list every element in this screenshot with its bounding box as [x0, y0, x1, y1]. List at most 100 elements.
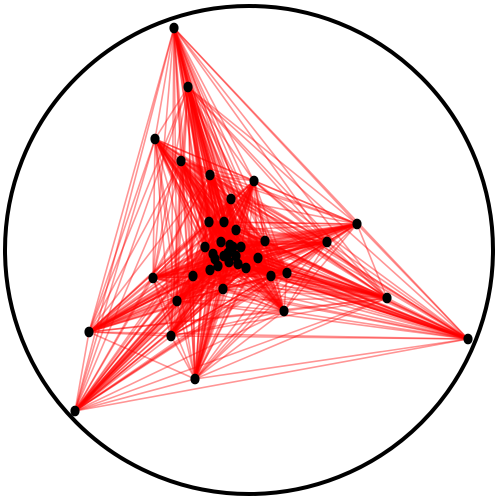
graph-node — [204, 216, 214, 228]
graph-edge — [170, 261, 230, 337]
graph-edge — [222, 275, 272, 290]
graph-edge — [214, 198, 232, 260]
graph-edge — [180, 160, 242, 248]
graph-edge — [187, 86, 225, 223]
graph-node — [176, 155, 186, 167]
graph-edge — [180, 160, 255, 182]
graph-edge — [88, 246, 234, 333]
graph-edge — [257, 257, 285, 312]
graph-edge — [88, 277, 154, 333]
graph-edge — [326, 241, 469, 340]
graph-edge — [222, 267, 247, 290]
graph-edge — [270, 275, 388, 299]
graph-edge — [152, 253, 214, 279]
graph-edge — [187, 86, 328, 243]
graph-edge — [173, 27, 182, 162]
graph-edge — [217, 265, 285, 312]
graph-node — [200, 241, 210, 253]
edge-layer — [74, 27, 469, 412]
graph-edge — [230, 198, 388, 299]
graph-node — [216, 236, 226, 248]
graph-edge — [208, 221, 225, 257]
graph-edge — [192, 275, 388, 299]
graph-edge — [176, 240, 266, 302]
graph-edge — [209, 174, 266, 242]
graph-edge — [240, 246, 288, 274]
graph-edge — [74, 297, 388, 412]
graph-edge — [253, 180, 328, 243]
graph-edge — [154, 138, 229, 254]
graph-edge — [180, 160, 259, 259]
graph-edge — [74, 258, 216, 412]
graph-edge — [170, 335, 469, 340]
graph-node — [463, 333, 473, 345]
graph-edge — [170, 275, 194, 337]
graph-edge — [74, 277, 154, 412]
graph-edge — [222, 223, 358, 290]
graph-edge — [152, 277, 196, 380]
graph-edge — [176, 267, 247, 302]
graph-edge — [230, 198, 469, 340]
graph-edge — [170, 246, 206, 337]
graph-edge — [176, 221, 210, 302]
graph-edge — [154, 138, 242, 248]
graph-edge — [154, 138, 206, 248]
graph-edge — [176, 229, 237, 302]
graph-edge — [194, 246, 206, 380]
graph-edge — [173, 27, 231, 246]
graph-edge — [228, 257, 259, 263]
graph-edge — [237, 263, 469, 340]
graph-edge — [223, 241, 328, 257]
graph-edge — [209, 269, 469, 340]
graph-node — [84, 326, 94, 338]
graph-edge — [209, 174, 288, 274]
graph-edge — [253, 180, 266, 242]
graph-node — [219, 216, 229, 228]
graph-edge — [173, 27, 234, 248]
graph-edge — [208, 221, 288, 274]
graph-edge — [220, 241, 388, 299]
graph-edge — [74, 275, 272, 412]
graph-edge — [180, 160, 219, 267]
graph-edge — [74, 244, 231, 412]
graph-edge — [74, 288, 224, 412]
graph-edge — [187, 86, 211, 271]
graph-edge — [187, 86, 247, 269]
graph-edge — [209, 174, 469, 340]
graph-edge — [222, 257, 259, 290]
graph-edge — [187, 86, 216, 260]
graph-edge — [283, 241, 328, 312]
graph-edge — [283, 223, 358, 312]
graph-edge — [74, 300, 178, 412]
graph-edge — [253, 180, 285, 312]
graph-edge — [209, 174, 255, 182]
graph-edge — [228, 261, 285, 312]
graph-edge — [173, 27, 237, 231]
graph-edge — [88, 246, 206, 333]
graph-edge — [170, 269, 211, 337]
graph-edge — [152, 221, 210, 279]
graph-edge — [257, 241, 328, 259]
graph-edge — [180, 160, 225, 223]
graph-edge — [176, 180, 255, 302]
graph-node — [253, 252, 263, 264]
graph-edge — [152, 277, 224, 290]
graph-edge — [170, 267, 247, 337]
graph-edge — [88, 261, 230, 333]
graph-edge — [253, 180, 388, 299]
graph-edge — [170, 160, 182, 337]
graph-edge — [152, 267, 247, 279]
graph-edge — [194, 221, 225, 380]
graph-edge — [235, 223, 358, 257]
graph-node — [218, 283, 228, 295]
graph-edge — [154, 27, 175, 140]
graph-edge — [176, 241, 328, 302]
graph-edge — [88, 255, 225, 333]
graph-edge — [237, 240, 266, 265]
graph-edge — [253, 180, 259, 259]
graph-edge — [230, 198, 288, 274]
graph-edge — [194, 263, 239, 380]
graph-edge — [152, 240, 266, 279]
graph-edge — [217, 265, 469, 340]
graph-edge — [176, 174, 211, 302]
